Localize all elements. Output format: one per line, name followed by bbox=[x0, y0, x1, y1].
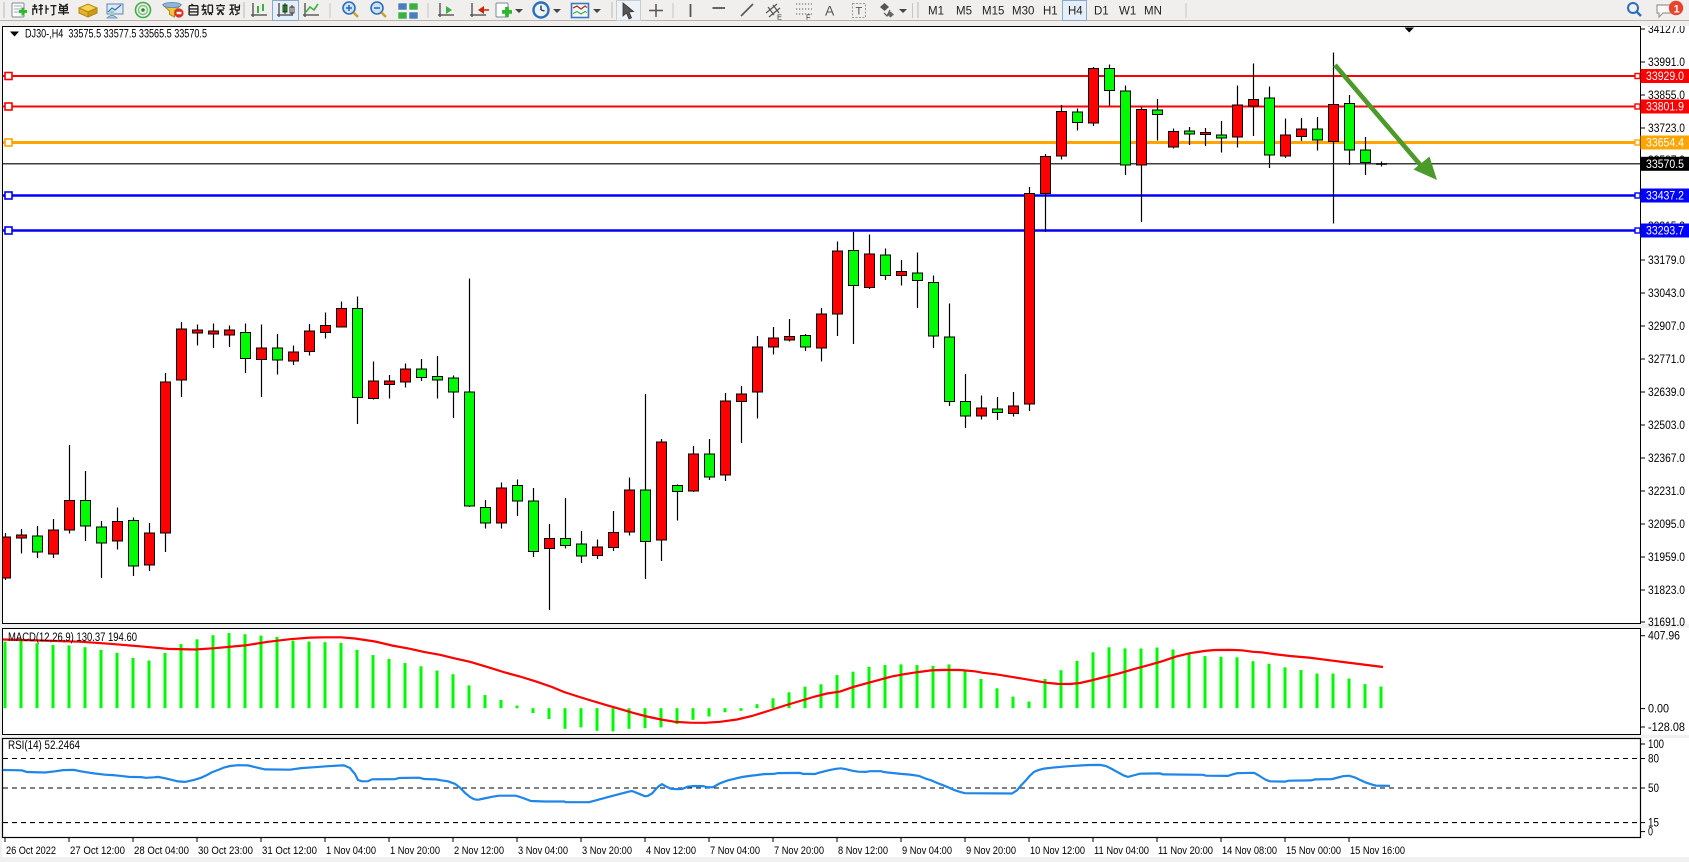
svg-text:31691.0: 31691.0 bbox=[1648, 617, 1685, 629]
svg-text:F: F bbox=[806, 13, 811, 22]
svg-text:1 Nov 20:00: 1 Nov 20:00 bbox=[390, 845, 440, 857]
svg-text:15 Nov 16:00: 15 Nov 16:00 bbox=[1350, 845, 1405, 857]
svg-text:0: 0 bbox=[1648, 827, 1653, 839]
svg-text:28 Oct 04:00: 28 Oct 04:00 bbox=[134, 845, 189, 857]
svg-text:33929.0: 33929.0 bbox=[1646, 71, 1684, 83]
svg-text:27 Oct 12:00: 27 Oct 12:00 bbox=[70, 845, 125, 857]
svg-text:3 Nov 20:00: 3 Nov 20:00 bbox=[582, 845, 632, 857]
svg-text:33801.9: 33801.9 bbox=[1646, 102, 1684, 114]
svg-text:T: T bbox=[856, 6, 863, 18]
svg-text:31823.0: 31823.0 bbox=[1648, 585, 1685, 597]
svg-text:DJ30-,H4 33575.5 33577.5 3356: DJ30-,H4 33575.5 33577.5 33565.5 33570.5 bbox=[25, 27, 207, 41]
svg-text:80: 80 bbox=[1648, 754, 1659, 766]
svg-text:33991.0: 33991.0 bbox=[1648, 57, 1685, 69]
svg-text:33293.7: 33293.7 bbox=[1646, 226, 1684, 238]
svg-text:33043.0: 33043.0 bbox=[1648, 288, 1685, 300]
svg-text:M1: M1 bbox=[928, 6, 944, 18]
svg-text:1: 1 bbox=[1674, 4, 1680, 16]
svg-text:9 Nov 04:00: 9 Nov 04:00 bbox=[902, 845, 952, 857]
svg-text:9 Nov 20:00: 9 Nov 20:00 bbox=[966, 845, 1016, 857]
svg-text:32231.0: 32231.0 bbox=[1648, 486, 1685, 498]
svg-text:33855.0: 33855.0 bbox=[1648, 90, 1685, 102]
svg-text:MACD(12,26,9) 130.37 194.60: MACD(12,26,9) 130.37 194.60 bbox=[8, 632, 137, 644]
svg-text:11 Nov 20:00: 11 Nov 20:00 bbox=[1158, 845, 1213, 857]
svg-text:7 Nov 04:00: 7 Nov 04:00 bbox=[710, 845, 760, 857]
svg-text:407.96: 407.96 bbox=[1648, 631, 1680, 643]
svg-text:33654.4: 33654.4 bbox=[1646, 138, 1685, 150]
svg-text:D1: D1 bbox=[1094, 6, 1109, 18]
svg-text:E: E bbox=[777, 13, 782, 22]
svg-text:33437.2: 33437.2 bbox=[1646, 191, 1684, 203]
svg-text:M15: M15 bbox=[982, 6, 1004, 18]
svg-text:100: 100 bbox=[1648, 739, 1664, 751]
svg-text:32367.0: 32367.0 bbox=[1648, 453, 1685, 465]
svg-text:8 Nov 12:00: 8 Nov 12:00 bbox=[838, 845, 888, 857]
svg-text:2 Nov 12:00: 2 Nov 12:00 bbox=[454, 845, 504, 857]
svg-text:11 Nov 04:00: 11 Nov 04:00 bbox=[1094, 845, 1149, 857]
svg-text:26 Oct 2022: 26 Oct 2022 bbox=[6, 845, 56, 857]
svg-text:1 Nov 04:00: 1 Nov 04:00 bbox=[326, 845, 376, 857]
svg-text:33723.0: 33723.0 bbox=[1648, 123, 1685, 135]
svg-text:0.00: 0.00 bbox=[1648, 704, 1669, 716]
svg-text:M30: M30 bbox=[1012, 6, 1034, 18]
svg-text:50: 50 bbox=[1648, 783, 1659, 795]
svg-text:RSI(14) 52.2464: RSI(14) 52.2464 bbox=[8, 740, 81, 752]
svg-text:H4: H4 bbox=[1068, 6, 1083, 18]
svg-text:31959.0: 31959.0 bbox=[1648, 552, 1685, 564]
svg-text:H1: H1 bbox=[1043, 6, 1058, 18]
svg-text:33179.0: 33179.0 bbox=[1648, 255, 1685, 267]
svg-text:15: 15 bbox=[1648, 818, 1659, 830]
svg-text:30 Oct 23:00: 30 Oct 23:00 bbox=[198, 845, 253, 857]
svg-text:32639.0: 32639.0 bbox=[1648, 387, 1685, 399]
svg-text:31 Oct 12:00: 31 Oct 12:00 bbox=[262, 845, 317, 857]
svg-text:14 Nov 08:00: 14 Nov 08:00 bbox=[1222, 845, 1277, 857]
svg-text:W1: W1 bbox=[1119, 6, 1136, 18]
svg-text:10 Nov 12:00: 10 Nov 12:00 bbox=[1030, 845, 1085, 857]
svg-text:32907.0: 32907.0 bbox=[1648, 321, 1685, 333]
svg-text:15 Nov 00:00: 15 Nov 00:00 bbox=[1286, 845, 1341, 857]
svg-text:32771.0: 32771.0 bbox=[1648, 354, 1685, 366]
svg-text:4 Nov 12:00: 4 Nov 12:00 bbox=[646, 845, 696, 857]
svg-text:A: A bbox=[825, 3, 835, 19]
svg-text:3 Nov 04:00: 3 Nov 04:00 bbox=[518, 845, 568, 857]
svg-text:MN: MN bbox=[1144, 6, 1162, 18]
svg-text:32503.0: 32503.0 bbox=[1648, 420, 1685, 432]
svg-text:34127.0: 34127.0 bbox=[1648, 26, 1685, 36]
svg-text:7 Nov 20:00: 7 Nov 20:00 bbox=[774, 845, 824, 857]
svg-text:33570.5: 33570.5 bbox=[1646, 159, 1684, 171]
svg-text:M5: M5 bbox=[956, 6, 972, 18]
svg-text:32095.0: 32095.0 bbox=[1648, 519, 1685, 531]
svg-text:-128.08: -128.08 bbox=[1648, 722, 1685, 734]
